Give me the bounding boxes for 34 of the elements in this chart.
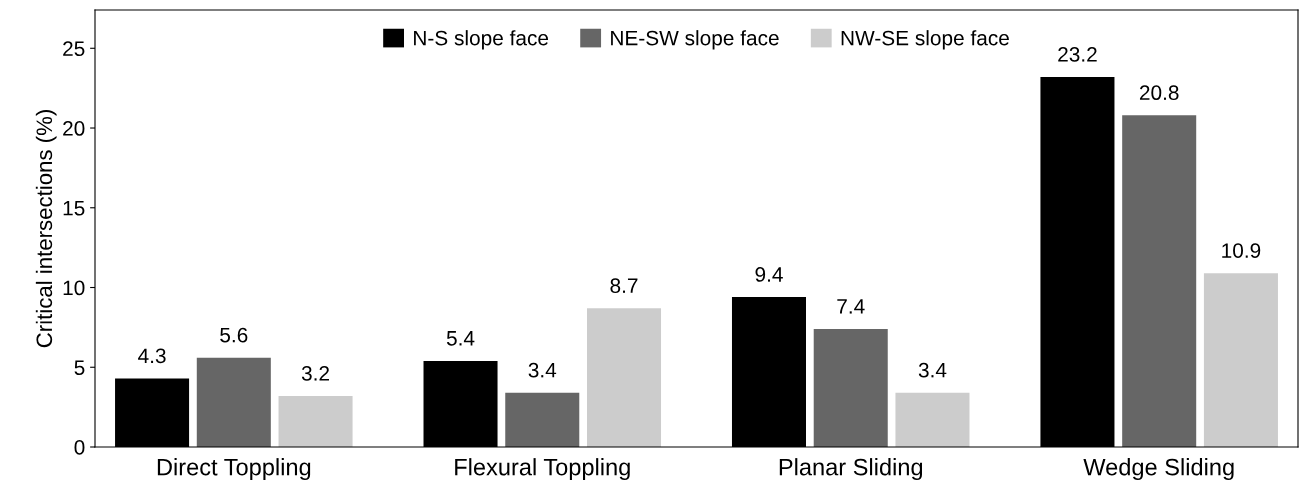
legend-label: NW-SE slope face — [841, 30, 1009, 50]
data-label: 3.4 — [918, 362, 947, 378]
x-tick-label: Direct Toppling — [157, 458, 311, 481]
bar — [196, 357, 271, 447]
data-label: 10.9 — [1222, 243, 1261, 258]
x-tick-label: Wedge Sliding — [1083, 458, 1234, 481]
data-label: 20.8 — [1139, 85, 1179, 101]
y-tick-label: 10 — [63, 280, 85, 296]
y-axis-title: Critical intersections (%) — [35, 110, 57, 348]
data-label: 23.2 — [1058, 47, 1097, 62]
y-tick-label: 15 — [63, 200, 85, 216]
data-label: 7.4 — [837, 299, 865, 314]
data-label: 5.4 — [446, 331, 475, 346]
data-label: 9.4 — [755, 267, 783, 282]
x-tick-label: Flexural Toppling — [455, 458, 630, 481]
bar — [505, 392, 580, 447]
bar — [278, 395, 353, 447]
x-tick-label: Planar Sliding — [779, 458, 923, 481]
data-label: 8.7 — [610, 278, 638, 294]
data-label: 5.6 — [220, 327, 248, 343]
bar — [895, 392, 970, 447]
data-label: 3.2 — [301, 365, 329, 381]
legend-label: N-S slope face — [414, 30, 549, 50]
bar — [587, 308, 662, 447]
bar — [1203, 273, 1278, 447]
y-tick-label: 25 — [63, 41, 85, 57]
legend-label: NE-SW slope face — [611, 30, 779, 50]
data-label: 4.3 — [138, 348, 166, 364]
data-label: 3.4 — [528, 362, 557, 378]
bar — [1122, 115, 1197, 447]
bar — [813, 328, 888, 447]
y-tick-label: 20 — [63, 121, 85, 136]
y-tick-label: 5 — [74, 360, 85, 376]
y-tick-label: 0 — [74, 440, 85, 455]
